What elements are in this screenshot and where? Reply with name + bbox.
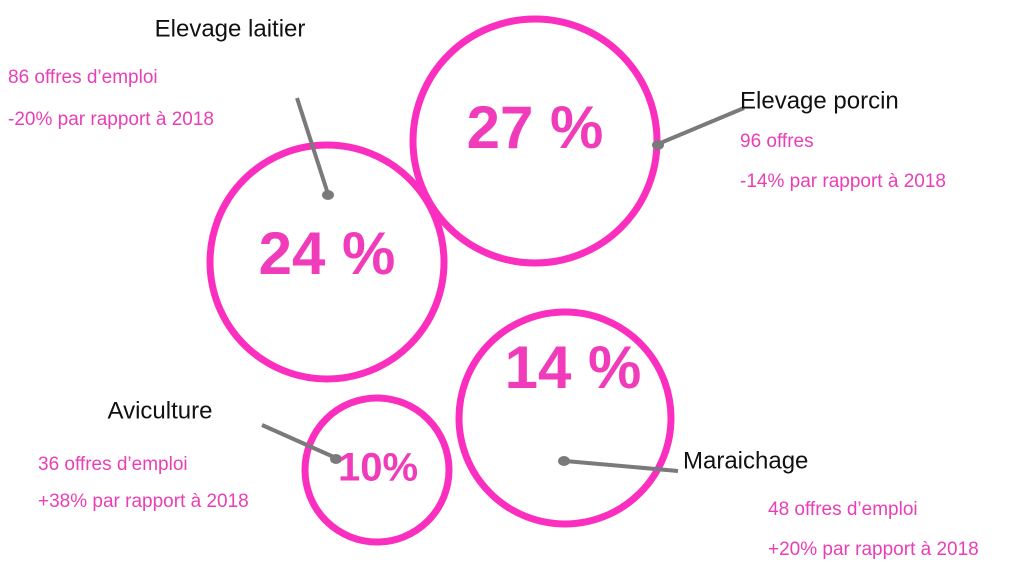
connector-dot [330, 454, 342, 464]
offers: 86 offres d’emploi [8, 67, 158, 88]
connector [564, 459, 679, 473]
connector-dot [652, 140, 664, 150]
connector [261, 423, 337, 460]
share: 24 % [259, 220, 396, 287]
change: -14% par rapport à 2018 [740, 171, 946, 192]
circle [455, 308, 675, 528]
label: Elevage porcin [740, 87, 899, 114]
share: 14 % [505, 334, 642, 401]
label: Aviculture [108, 397, 213, 424]
circle [206, 141, 448, 383]
connector-dot [558, 456, 570, 466]
change: +20% par rapport à 2018 [768, 539, 979, 560]
share: 10% [338, 446, 418, 490]
share: 27 % [467, 94, 604, 161]
circle [301, 394, 453, 546]
offers: 36 offres d’emploi [38, 454, 188, 475]
offers: 48 offres d’emploi [768, 499, 918, 520]
change: +38% par rapport à 2018 [38, 491, 249, 512]
change: -20% par rapport à 2018 [8, 109, 214, 130]
label: Maraichage [683, 447, 808, 474]
label: Elevage laitier [155, 15, 306, 42]
connector [295, 97, 330, 195]
connector-dot [322, 190, 334, 200]
offers: 96 offres [740, 131, 814, 152]
connector [657, 106, 745, 146]
